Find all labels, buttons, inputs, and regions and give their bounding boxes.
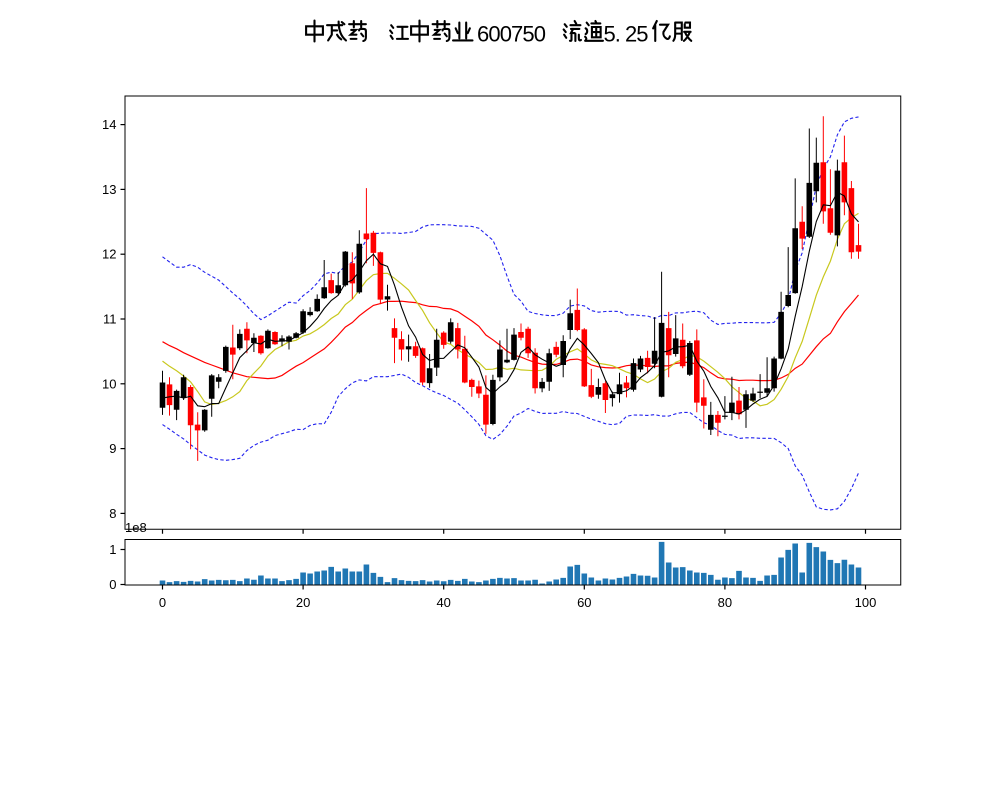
svg-text:40: 40 bbox=[436, 595, 450, 610]
svg-text:9: 9 bbox=[109, 441, 116, 456]
svg-text:0: 0 bbox=[109, 577, 116, 592]
svg-text:20: 20 bbox=[296, 595, 310, 610]
svg-text:1: 1 bbox=[109, 542, 116, 557]
svg-text:11: 11 bbox=[103, 312, 117, 327]
svg-text:60: 60 bbox=[577, 595, 591, 610]
svg-text:80: 80 bbox=[718, 595, 732, 610]
svg-text:13: 13 bbox=[102, 182, 116, 197]
svg-text:0: 0 bbox=[159, 595, 166, 610]
svg-text:14: 14 bbox=[102, 117, 116, 132]
svg-text:5. 25: 5. 25 bbox=[604, 22, 649, 47]
svg-text:10: 10 bbox=[102, 376, 116, 391]
svg-text:12: 12 bbox=[102, 247, 116, 262]
svg-text:1e8: 1e8 bbox=[125, 520, 147, 535]
svg-text:600750: 600750 bbox=[477, 22, 546, 47]
svg-text:8: 8 bbox=[109, 506, 116, 521]
svg-text:100: 100 bbox=[855, 595, 877, 610]
